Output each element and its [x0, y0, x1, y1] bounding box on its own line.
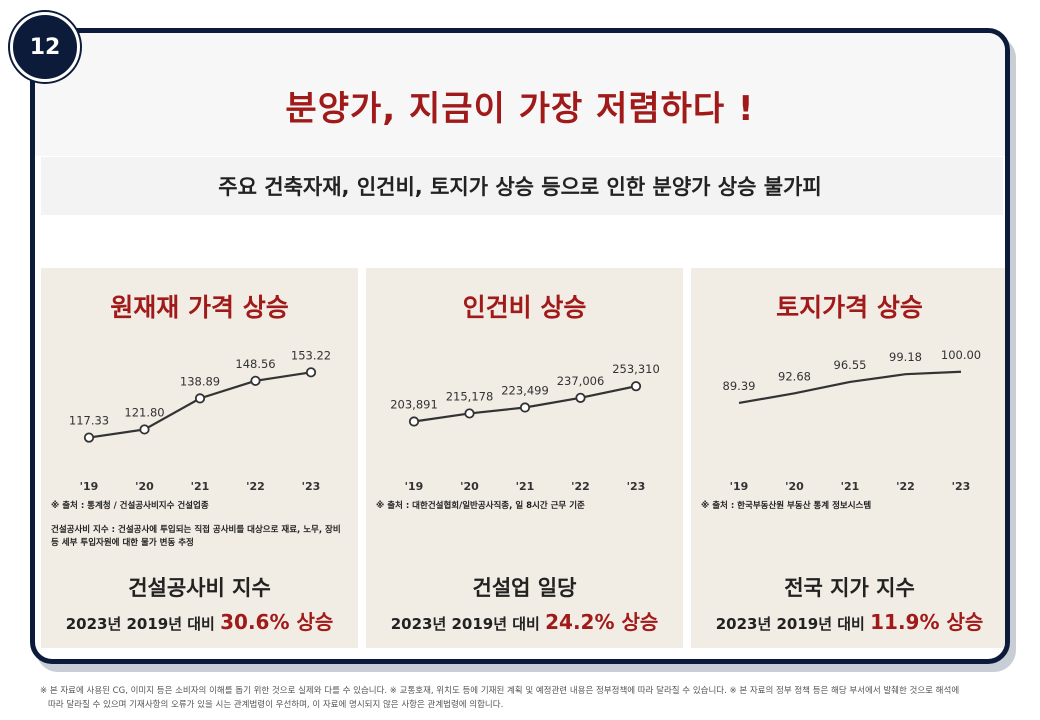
panel-land: 토지가격 상승 89.39 '19 92.68 '20 96.55 '21 99.18 '22… — [691, 268, 1005, 648]
x-tick-label: '23 — [302, 480, 321, 493]
data-point — [630, 381, 642, 392]
x-tick-label: '20 — [460, 480, 479, 493]
change-text: 2023년 2019년 대비 30.6% 상승 — [41, 606, 358, 635]
definition-note: 건설공사비 지수 : 건설공사에 투입되는 직접 공사비를 대상으로 재료, 노… — [51, 525, 341, 548]
line-chart-land: 89.39 '19 92.68 '20 96.55 '21 99.18 '22 100.00 '2… — [723, 348, 982, 493]
change-value: 30.6% 상승 — [220, 610, 334, 634]
change-text: 2023년 2019년 대비 24.2% 상승 — [366, 606, 683, 635]
change-value: 24.2% 상승 — [545, 610, 659, 634]
source-note: ※ 출처 : 대한건설협회/일반공사직종, 일 8시간 근무 기준 — [376, 501, 585, 511]
data-point — [194, 393, 206, 404]
source-note: ※ 출처 : 한국부동산원 부동산 통계 정보시스템 — [701, 501, 872, 511]
change-text: 2023년 2019년 대비 11.9% 상승 — [691, 606, 1005, 635]
line-chart-labor: 203,891 '19 215,178 '20 223,499 '21 237,006 '22… — [390, 362, 660, 493]
data-label: 148.56 — [235, 357, 275, 371]
x-tick-label: '22 — [246, 480, 265, 493]
x-tick-label: '19 — [405, 480, 424, 493]
data-label: 253,310 — [612, 362, 660, 376]
panel-title: 토지가격 상승 — [776, 293, 923, 322]
data-point — [139, 424, 150, 435]
series-line — [738, 370, 962, 405]
source-note: ※ 출처 : 통계청 / 건설공사비지수 건설업종 — [51, 501, 209, 511]
data-label: 121.80 — [124, 405, 164, 419]
change-prefix: 2023년 2019년 대비 — [715, 615, 865, 633]
content-frame: 분양가, 지금이 가장 저렴하다 ! 주요 건축자재, 인건비, 토지가 상승 … — [30, 28, 1010, 664]
x-tick-label: '21 — [516, 480, 535, 493]
page-number-badge: 12 — [10, 12, 80, 82]
x-tick-label: '21 — [191, 480, 210, 493]
x-tick-label: '22 — [896, 480, 915, 493]
x-tick-label: '20 — [135, 480, 154, 493]
panel-materials: 원재재 가격 상승 117.33 '19 121.80 '20 138.89 '21 148… — [41, 268, 358, 648]
data-label: 96.55 — [834, 358, 867, 372]
metric-label: 건설공사비 지수 — [128, 576, 271, 600]
title-band — [35, 33, 1005, 156]
line-chart-materials: 117.33 '19 121.80 '20 138.89 '21 148.56 '22 153.… — [69, 348, 331, 493]
change-value: 11.9% 상승 — [870, 610, 984, 634]
data-point — [250, 375, 261, 386]
x-tick-label: '23 — [952, 480, 971, 493]
disclaimer-line-2: 따라 달라질 수 있으며 기재사항의 오류가 있을 시는 관계법령이 우선하며,… — [48, 700, 504, 710]
x-tick-label: '19 — [80, 480, 99, 493]
x-tick-label: '23 — [627, 480, 646, 493]
disclaimer: ※ 본 자료에 사용된 CG, 이미지 등은 소비자의 이해를 돕기 위한 것으… — [40, 684, 1020, 712]
data-point — [464, 408, 475, 419]
x-tick-label: '22 — [571, 480, 590, 493]
data-label: 92.68 — [778, 369, 811, 383]
data-label: 117.33 — [69, 414, 109, 428]
data-label: 215,178 — [446, 389, 494, 403]
data-label: 89.39 — [723, 379, 756, 393]
page-title: 분양가, 지금이 가장 저렴하다 ! — [285, 89, 755, 129]
data-point — [519, 402, 531, 413]
data-label: 138.89 — [180, 374, 220, 388]
metric-label: 전국 지가 지수 — [784, 576, 915, 600]
change-prefix: 2023년 2019년 대비 — [65, 615, 215, 633]
data-label: 99.18 — [889, 350, 922, 364]
data-label: 153.22 — [291, 348, 331, 362]
x-tick-label: '21 — [841, 480, 860, 493]
data-point — [575, 392, 586, 403]
panel-title: 원재재 가격 상승 — [110, 293, 289, 322]
panel-labor: 인건비 상승 203,891 '19 215,178 '20 223,499 '21 237… — [366, 268, 683, 648]
data-label: 203,891 — [390, 398, 438, 412]
data-point — [83, 432, 95, 443]
data-point — [305, 367, 317, 378]
change-prefix: 2023년 2019년 대비 — [390, 615, 540, 633]
data-label: 237,006 — [557, 374, 605, 388]
panel-title: 인건비 상승 — [462, 293, 587, 322]
subtitle-band — [41, 157, 1003, 215]
metric-label: 건설업 일당 — [472, 576, 577, 600]
page-subtitle: 주요 건축자재, 인건비, 토지가 상승 등으로 인한 분양가 상승 불가피 — [218, 175, 822, 199]
data-label: 100.00 — [941, 348, 981, 362]
data-label: 223,499 — [501, 384, 549, 398]
x-tick-label: '20 — [785, 480, 804, 493]
disclaimer-line-1: ※ 본 자료에 사용된 CG, 이미지 등은 소비자의 이해를 돕기 위한 것으… — [40, 686, 960, 696]
x-tick-label: '19 — [730, 480, 749, 493]
data-point — [408, 416, 420, 427]
